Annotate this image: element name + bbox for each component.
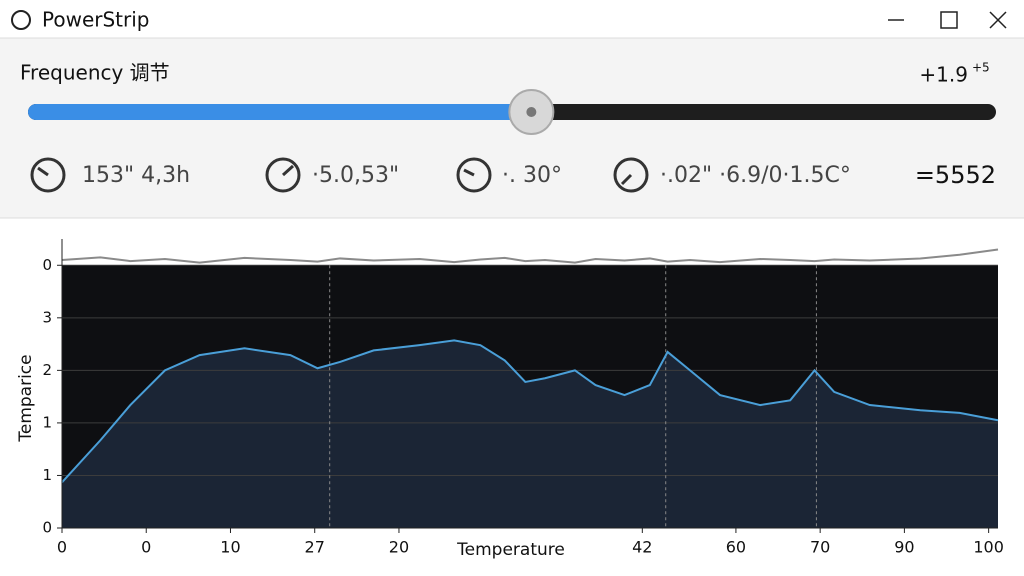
y-tick-label: 1 bbox=[42, 413, 52, 431]
stat-text: 153" 4,3h bbox=[82, 163, 190, 188]
title-bar bbox=[0, 0, 1024, 38]
stat-text: ·.02" ·6.9/0·1.5C° bbox=[660, 163, 851, 188]
y-tick-label: 1 bbox=[42, 466, 52, 484]
x-tick-label: 60 bbox=[726, 538, 746, 557]
control-superscript: +5 bbox=[972, 61, 990, 75]
stat-icon bbox=[30, 157, 649, 193]
stat-text: ·. 30° bbox=[502, 163, 562, 188]
line bbox=[61, 339, 999, 483]
y-tick-label: 0 bbox=[42, 256, 52, 274]
y-tick-label: 3 bbox=[42, 308, 52, 326]
x-axis-label: Temperature bbox=[456, 540, 565, 560]
stat-total: =5552 bbox=[915, 161, 996, 189]
y-axis-label: Temparice bbox=[16, 354, 36, 442]
slider[interactable] bbox=[28, 89, 555, 135]
x-tick-label: 0 bbox=[141, 538, 151, 557]
x-tick-label: 0 bbox=[57, 538, 67, 557]
x-tick-label: 100 bbox=[973, 538, 1004, 557]
x-tick-label: 20 bbox=[389, 538, 409, 557]
control-label: Frequency 调节 bbox=[20, 61, 170, 85]
line bbox=[61, 248, 999, 264]
close-button[interactable] bbox=[989, 11, 1007, 29]
x-tick-label: 70 bbox=[810, 538, 830, 557]
x-tick-label: 27 bbox=[305, 538, 325, 557]
window-title: PowerStrip bbox=[42, 8, 149, 32]
x-tick-label: 90 bbox=[894, 538, 914, 557]
slider-thumb-dot bbox=[526, 107, 537, 117]
area bbox=[62, 340, 998, 528]
maximize-button[interactable] bbox=[940, 11, 958, 29]
slider-fill bbox=[28, 104, 532, 120]
x-tick-label: 10 bbox=[220, 538, 240, 557]
control-value: +1.9 bbox=[919, 63, 968, 87]
stat-text: ·5.0,53" bbox=[312, 163, 399, 188]
y-tick-label: 2 bbox=[42, 361, 52, 379]
y-tick-label: 0 bbox=[42, 519, 52, 537]
app-icon bbox=[11, 10, 31, 30]
x-tick-label: 42 bbox=[632, 538, 652, 557]
